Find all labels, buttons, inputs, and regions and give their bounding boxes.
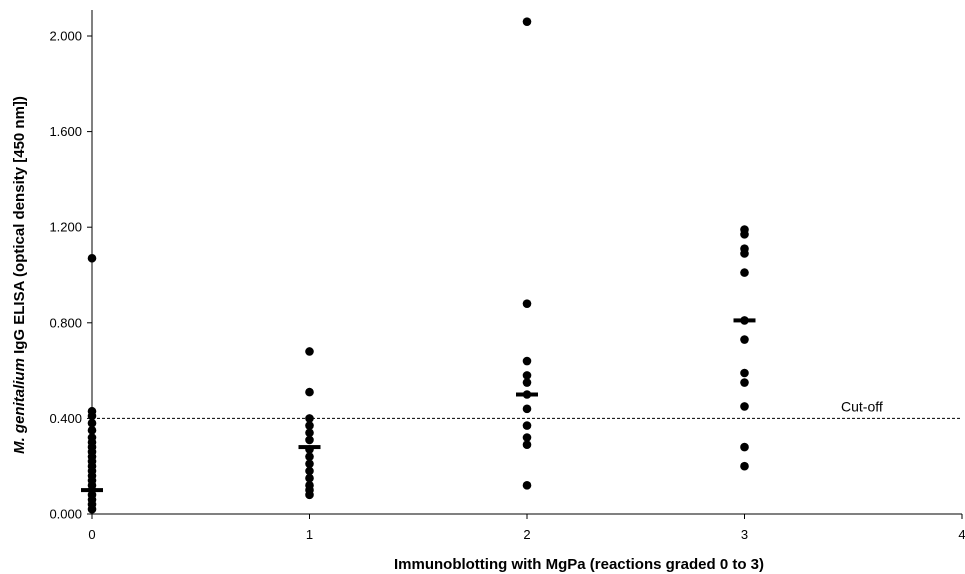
data-point [305,387,314,397]
cutoff-label: Cut-off [841,398,883,414]
data-point [522,299,532,308]
data-point [522,17,532,26]
y-axis-title-rest: IgG ELISA (optical density [450 nm]) [11,96,28,358]
y-tick-label: 1.600 [49,124,82,139]
median-bar [298,445,321,450]
data-point [522,371,532,380]
y-axis-title: M. genitalium IgG ELISA (optical density… [11,96,28,454]
y-tick-label: 0.800 [49,315,82,330]
data-point [740,230,749,239]
median-bar [516,392,538,397]
data-point [522,433,532,442]
data-point [305,466,314,476]
data-point [522,481,532,490]
data-point [740,461,749,471]
median-markers [81,318,756,493]
data-point [740,335,749,344]
y-tick-label: 0.400 [49,411,82,426]
data-point [87,504,97,514]
data-point [740,402,749,411]
data-point [305,428,314,438]
data-point [740,368,749,378]
data-point [87,411,97,421]
x-tick-label: 3 [741,527,748,542]
data-point [522,440,532,449]
x-tick-label: 0 [88,527,95,542]
data-point [305,452,314,461]
data-points [87,17,749,514]
data-point [87,418,97,428]
data-point [87,426,97,435]
x-tick-label: 2 [523,527,530,542]
data-point [740,442,749,452]
axes: 0.000 0.400 0.800 1.200 1.600 2.000 0 1 2 3 4 [49,10,965,542]
y-tick-label: 0.000 [49,507,82,522]
data-point [305,459,314,469]
data-point [305,435,314,445]
data-point [522,356,532,366]
x-axis-title: Immunoblotting with MgPa (reactions grad… [394,556,764,573]
data-point [305,414,314,423]
data-point [522,421,532,430]
median-bar [733,318,756,323]
data-point [305,347,314,356]
data-point [740,378,749,387]
data-point [522,404,532,414]
x-tick-label: 1 [306,527,313,542]
data-point [522,378,532,387]
data-point [740,249,749,258]
data-point [740,268,749,277]
y-tick-label: 2.000 [49,29,82,44]
y-tick-label: 1.200 [49,220,82,235]
median-bar [81,488,103,493]
y-axis-title-italic: M. genitalium [11,358,28,454]
data-point [305,490,314,500]
data-point [87,253,97,263]
data-point [305,421,314,430]
data-point [305,473,314,483]
x-tick-label: 4 [958,527,965,542]
cutoff-layer: Cut-off [92,398,962,419]
